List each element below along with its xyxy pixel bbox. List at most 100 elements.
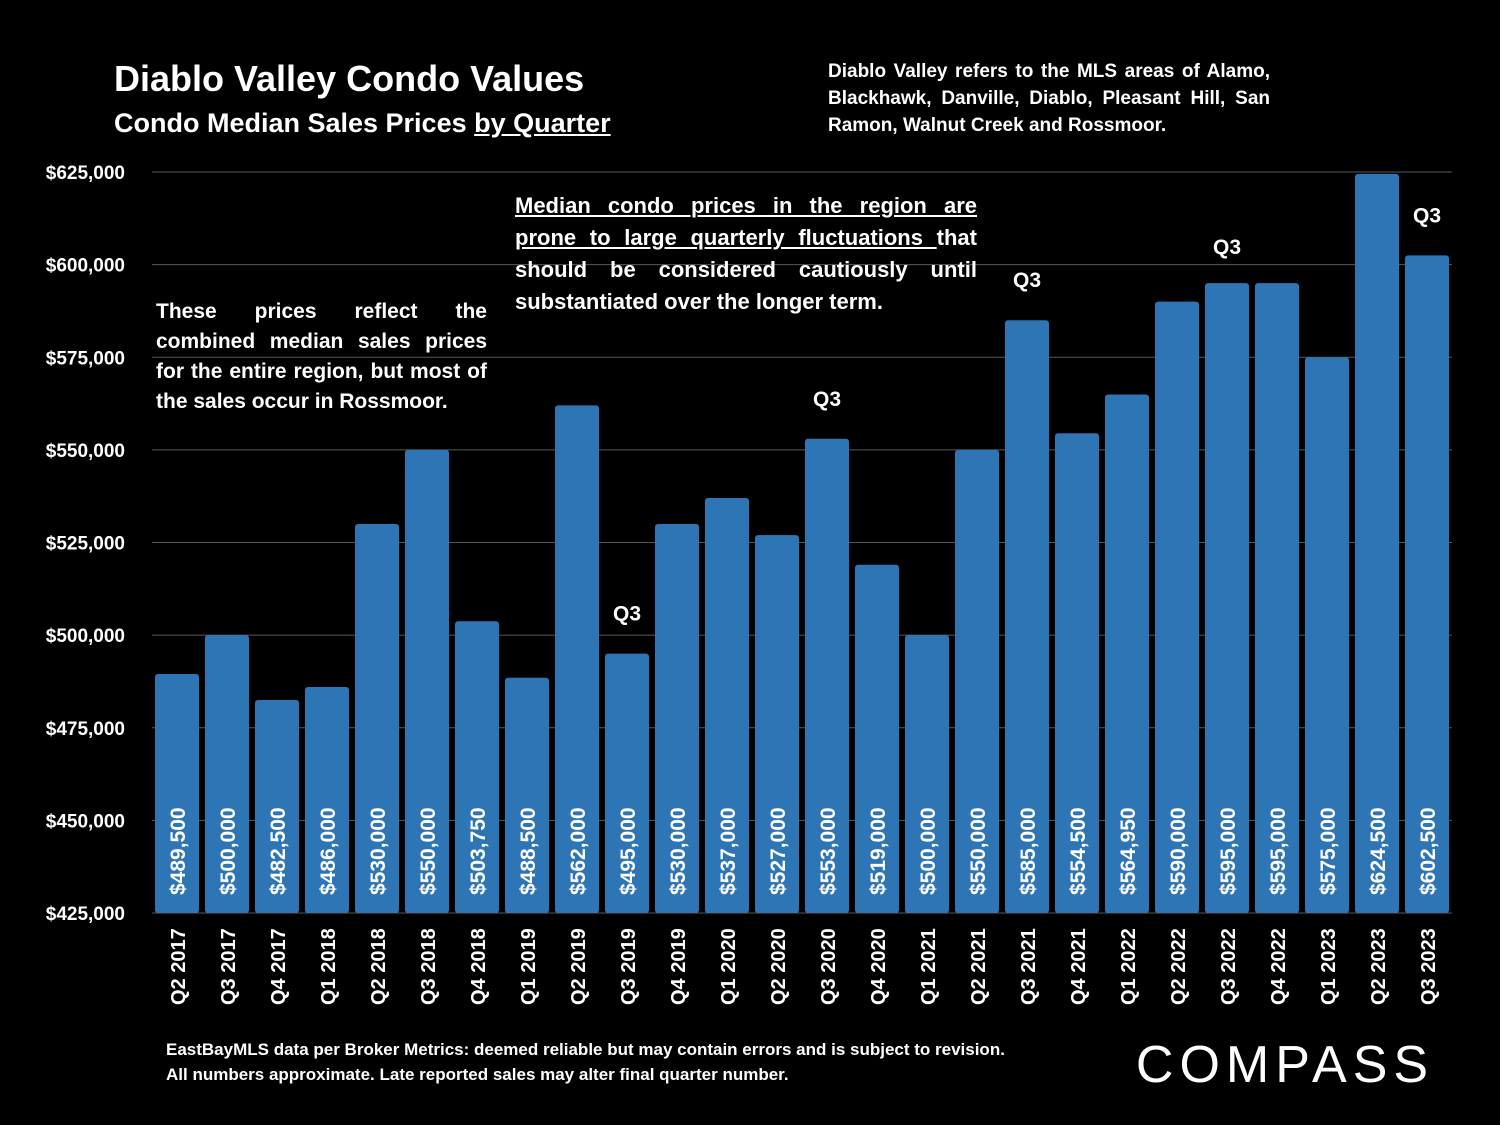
bar-value-label: $530,000 — [367, 807, 390, 895]
x-tick-label: Q2 2019 — [568, 928, 590, 1005]
bar — [155, 674, 199, 913]
page-subtitle: Condo Median Sales Prices by Quarter — [114, 108, 611, 139]
bar — [255, 699, 299, 913]
bar-value-label: $519,000 — [867, 807, 890, 895]
bar-value-label: $553,000 — [817, 807, 840, 895]
bar — [1205, 283, 1249, 913]
q3-annotation: Q3 — [1013, 269, 1041, 292]
bar — [705, 498, 749, 913]
x-tick-label: Q1 2019 — [518, 928, 540, 1005]
bar — [755, 535, 799, 913]
bar-value-label: $500,000 — [217, 807, 240, 895]
q3-annotation: Q3 — [613, 603, 641, 626]
y-tick-label: $475,000 — [46, 719, 125, 740]
bar-value-label: $590,000 — [1167, 807, 1190, 895]
bar-value-label: $495,000 — [617, 807, 640, 895]
note-center-rest: that should be considered cautiously unt… — [515, 225, 977, 314]
bar-value-label: $488,500 — [517, 807, 540, 895]
region-note: Diablo Valley refers to the MLS areas of… — [828, 61, 1270, 136]
bar-value-label: $602,500 — [1417, 807, 1440, 895]
bar — [805, 438, 849, 913]
note-center-underlined: Median condo prices in the region are pr… — [515, 193, 977, 250]
x-tick-label: Q1 2020 — [718, 928, 740, 1005]
y-tick-label: $575,000 — [46, 348, 125, 369]
bar — [1105, 394, 1149, 914]
subtitle-prefix: Condo Median Sales Prices — [114, 108, 475, 138]
x-tick-label: Q2 2021 — [968, 928, 990, 1005]
x-tick-label: Q2 2022 — [1168, 928, 1190, 1005]
bar — [555, 405, 599, 913]
bar-value-label: $537,000 — [717, 807, 740, 895]
bar — [655, 523, 699, 913]
x-tick-label: Q4 2021 — [1068, 928, 1090, 1005]
bar-value-label: $585,000 — [1017, 807, 1040, 895]
bar-value-label: $624,500 — [1367, 807, 1390, 895]
value-labels: $489,500 $500,000 $482,500 $486,000 $530,000… — [167, 807, 1440, 895]
note-center: Median condo prices in the region are pr… — [515, 190, 977, 318]
bar — [205, 635, 249, 913]
bar-value-label: $595,000 — [1267, 807, 1290, 895]
footer-disclaimer: EastBayMLS data per Broker Metrics: deem… — [166, 1040, 1005, 1084]
y-axis: $425,000 $450,000 $475,000 $500,000 $525,000… — [46, 163, 125, 925]
x-tick-label: Q3 2022 — [1218, 928, 1240, 1005]
x-axis: Q2 2017 Q3 2017 Q4 2017 Q1 2018 Q2 2018 Q3 20… — [168, 928, 1440, 1005]
q3-annotation: Q3 — [813, 388, 841, 411]
bar — [1055, 433, 1099, 913]
compass-logo: COMPASS — [1136, 1036, 1428, 1094]
x-tick-label: Q1 2021 — [918, 928, 940, 1005]
y-tick-label: $550,000 — [46, 441, 125, 462]
x-tick-label: Q1 2023 — [1318, 928, 1340, 1005]
bar — [905, 635, 949, 913]
bar-value-label: $527,000 — [767, 807, 790, 895]
x-tick-label: Q3 2021 — [1018, 928, 1040, 1005]
y-tick-label: $600,000 — [46, 256, 125, 277]
bar — [1005, 320, 1049, 913]
bar-value-label: $564,950 — [1117, 807, 1140, 895]
bar-value-label: $550,000 — [417, 807, 440, 895]
x-tick-label: Q4 2018 — [468, 928, 490, 1005]
x-tick-label: Q3 2018 — [418, 928, 440, 1005]
y-tick-label: $425,000 — [46, 904, 125, 925]
bar-value-label: $595,000 — [1217, 807, 1240, 895]
q3-annotation: Q3 — [1413, 204, 1441, 227]
bar — [355, 523, 399, 913]
page-title: Diablo Valley Condo Values — [114, 58, 585, 99]
bar — [1155, 301, 1199, 913]
bar-value-label: $489,500 — [167, 807, 190, 895]
x-tick-label: Q3 2020 — [818, 928, 840, 1005]
y-tick-label: $625,000 — [46, 163, 125, 184]
bar-value-label: $500,000 — [917, 807, 940, 895]
x-tick-label: Q3 2023 — [1418, 928, 1440, 1005]
x-tick-label: Q4 2017 — [268, 928, 290, 1005]
bar — [855, 564, 899, 913]
bar — [1355, 173, 1399, 914]
bars — [155, 173, 1449, 914]
bar-value-label: $550,000 — [967, 807, 990, 895]
q3-annotation: Q3 — [1213, 236, 1241, 259]
bar — [305, 686, 349, 913]
bar-value-label: $562,000 — [567, 807, 590, 895]
annotations: Q3 Q3 Q3 Q3 Q3 — [613, 204, 1441, 625]
bar — [455, 621, 499, 913]
x-tick-label: Q1 2018 — [318, 928, 340, 1005]
bar — [405, 449, 449, 913]
bar — [955, 449, 999, 913]
bar-value-label: $486,000 — [317, 807, 340, 895]
x-tick-label: Q4 2022 — [1268, 928, 1290, 1005]
note-left: These prices reflect the combined median… — [156, 300, 487, 413]
bar — [505, 677, 549, 913]
y-tick-label: $450,000 — [46, 811, 125, 832]
x-tick-label: Q4 2020 — [868, 928, 890, 1005]
bar-value-label: $482,500 — [267, 807, 290, 895]
x-tick-label: Q2 2018 — [368, 928, 390, 1005]
bar — [1305, 357, 1349, 913]
x-tick-label: Q2 2017 — [168, 928, 190, 1005]
y-tick-label: $525,000 — [46, 534, 125, 555]
x-tick-label: Q3 2017 — [218, 928, 240, 1005]
bar — [605, 653, 649, 913]
x-tick-label: Q2 2020 — [768, 928, 790, 1005]
bar-value-label: $503,750 — [467, 807, 490, 895]
bar — [1405, 255, 1449, 914]
bar — [1255, 283, 1299, 913]
